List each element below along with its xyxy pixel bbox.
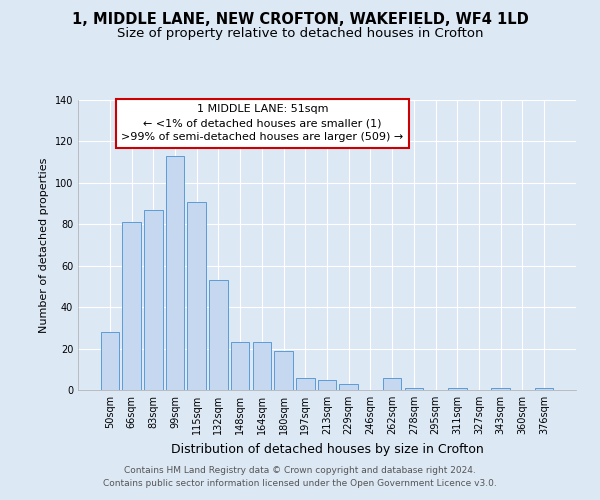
Bar <box>491 388 510 390</box>
Text: 1, MIDDLE LANE, NEW CROFTON, WAKEFIELD, WF4 1LD: 1, MIDDLE LANE, NEW CROFTON, WAKEFIELD, … <box>71 12 529 28</box>
Bar <box>535 388 553 390</box>
Bar <box>231 342 250 390</box>
Bar <box>144 210 163 390</box>
Text: 1 MIDDLE LANE: 51sqm
← <1% of detached houses are smaller (1)
>99% of semi-detac: 1 MIDDLE LANE: 51sqm ← <1% of detached h… <box>121 104 403 142</box>
Y-axis label: Number of detached properties: Number of detached properties <box>39 158 49 332</box>
Bar <box>404 388 423 390</box>
Bar <box>383 378 401 390</box>
Bar <box>122 222 141 390</box>
Bar <box>187 202 206 390</box>
Bar <box>340 384 358 390</box>
Bar <box>209 280 227 390</box>
Bar <box>318 380 336 390</box>
Bar <box>448 388 467 390</box>
Bar <box>296 378 314 390</box>
X-axis label: Distribution of detached houses by size in Crofton: Distribution of detached houses by size … <box>170 442 484 456</box>
Text: Contains HM Land Registry data © Crown copyright and database right 2024.
Contai: Contains HM Land Registry data © Crown c… <box>103 466 497 487</box>
Bar <box>101 332 119 390</box>
Bar <box>166 156 184 390</box>
Bar <box>274 350 293 390</box>
Bar <box>253 342 271 390</box>
Text: Size of property relative to detached houses in Crofton: Size of property relative to detached ho… <box>117 28 483 40</box>
